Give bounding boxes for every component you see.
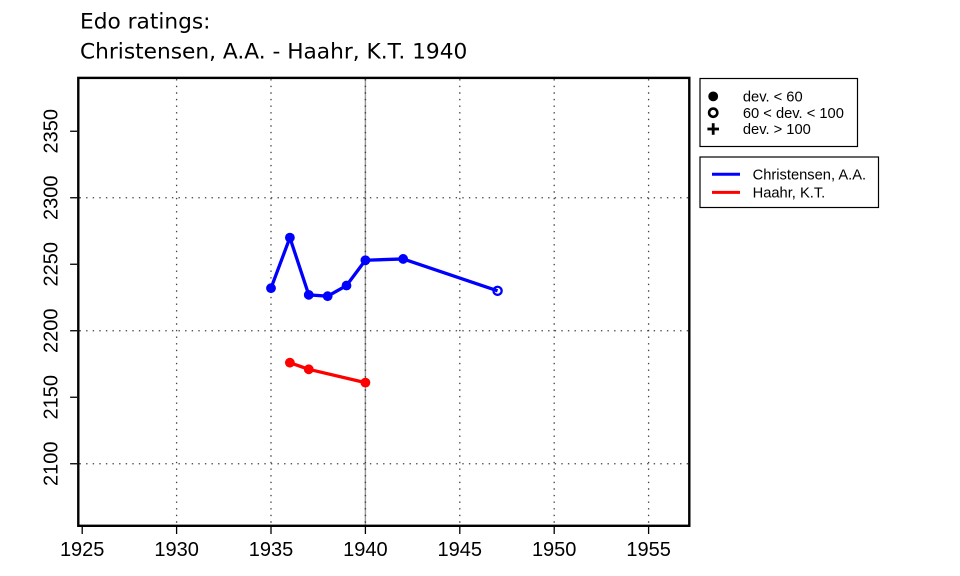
data-point-open xyxy=(492,285,503,297)
y-tick-label-2150: 2150 xyxy=(41,375,63,420)
x-tick-label-1940: 1940 xyxy=(343,539,388,561)
y-tick-label-2200: 2200 xyxy=(41,309,63,354)
chart-title-line1: Edo ratings: xyxy=(80,9,211,34)
data-point-filled xyxy=(284,357,295,368)
x-tick-label-1950: 1950 xyxy=(532,539,577,561)
data-point-filled xyxy=(398,254,409,264)
x-tick-label-1925: 1925 xyxy=(60,539,105,561)
data-point-filled xyxy=(303,289,314,300)
data-point-filled xyxy=(284,232,295,243)
symbol-legend-label-1: 60 < dev. < 100 xyxy=(743,106,844,122)
data-point-filled xyxy=(341,280,352,291)
x-tick-label-1935: 1935 xyxy=(249,539,294,561)
y-tick-label-2100: 2100 xyxy=(41,442,63,487)
x-tick-label-1945: 1945 xyxy=(438,539,483,561)
plot-box xyxy=(77,76,691,527)
series-legend-label-1: Haahr, K.T. xyxy=(753,186,826,202)
x-tick-label-1930: 1930 xyxy=(154,539,199,561)
series-line-0 xyxy=(269,235,499,298)
series-legend-label-0: Christensen, A.A. xyxy=(753,167,866,183)
symbol-legend-label-2: dev. > 100 xyxy=(743,122,811,138)
y-tick-label-2300: 2300 xyxy=(41,176,63,221)
y-tick-label-2250: 2250 xyxy=(41,242,63,287)
data-point-filled xyxy=(322,291,333,302)
x-tick-label-1955: 1955 xyxy=(626,539,671,561)
symbol-legend-label-0: dev. < 60 xyxy=(743,90,803,106)
data-point-filled xyxy=(360,377,371,388)
y-tick-label-2350: 2350 xyxy=(41,109,63,154)
data-point-filled xyxy=(303,364,314,375)
data-point-filled xyxy=(360,255,371,266)
legend-open-circle-icon xyxy=(707,107,719,119)
series-legend-box xyxy=(699,156,880,209)
legend-filled-circle-icon xyxy=(708,91,719,102)
data-point-filled xyxy=(266,283,276,294)
series-line-1 xyxy=(289,361,366,385)
chart-title-line2: Christensen, A.A. - Haahr, K.T. 1940 xyxy=(80,39,467,64)
symbol-legend-box xyxy=(699,77,859,148)
